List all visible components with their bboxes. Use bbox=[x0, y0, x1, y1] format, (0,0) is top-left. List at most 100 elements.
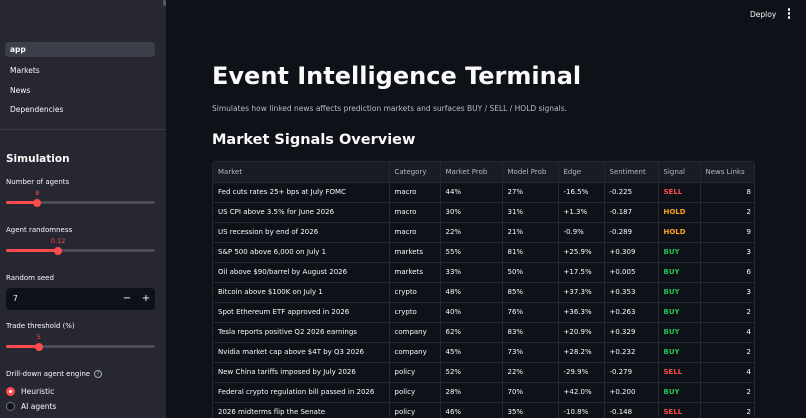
market-cell: Oil above $90/barrel by August 2026 bbox=[213, 262, 390, 283]
sentiment-cell: -0.289 bbox=[604, 222, 659, 243]
edge-cell: -10.8% bbox=[558, 402, 605, 418]
news-links-cell: 2 bbox=[700, 342, 754, 363]
table-row[interactable]: Fed cuts rates 25+ bps at July FOMC macro… bbox=[213, 182, 754, 203]
seed-label: Random seed bbox=[6, 274, 54, 282]
market-prob-cell: 22% bbox=[440, 222, 503, 243]
nav-item-markets[interactable]: Markets bbox=[10, 66, 40, 75]
news-links-cell: 4 bbox=[700, 322, 754, 343]
table-row[interactable]: US CPI above 3.5% for June 2026 macro 30% 3… bbox=[213, 202, 754, 223]
column-header[interactable]: Signal bbox=[658, 162, 701, 183]
model-prob-cell: 31% bbox=[502, 202, 559, 223]
nav-item-app[interactable]: app bbox=[5, 42, 155, 57]
engine-option-label: Heuristic bbox=[21, 387, 55, 396]
randomness-slider-fill bbox=[6, 249, 59, 252]
page-title: Event Intelligence Terminal bbox=[212, 62, 582, 90]
table-row[interactable]: Oil above $90/barrel by August 2026 marke… bbox=[213, 262, 754, 283]
threshold-slider[interactable] bbox=[6, 342, 155, 351]
page-subtitle: Simulates how linked news affects predic… bbox=[212, 104, 568, 113]
market-cell: New China tariffs imposed by July 2026 bbox=[213, 362, 390, 383]
table-row[interactable]: Tesla reports positive Q2 2026 earnings c… bbox=[213, 322, 754, 343]
main-menu-icon[interactable] bbox=[786, 8, 792, 22]
table-row[interactable]: Spot Ethereum ETF approved in 2026 crypto… bbox=[213, 302, 754, 323]
edge-cell: +20.9% bbox=[558, 322, 605, 343]
market-cell: S&P 500 above 6,000 on July 1 bbox=[213, 242, 390, 263]
sidebar-divider bbox=[0, 129, 166, 130]
sentiment-cell: +0.309 bbox=[604, 242, 659, 263]
randomness-slider-thumb[interactable] bbox=[54, 246, 63, 255]
market-prob-cell: 48% bbox=[440, 282, 503, 303]
threshold-value: 5 bbox=[36, 333, 41, 341]
radio-unselected-icon[interactable] bbox=[6, 402, 15, 411]
signal-cell: SELL bbox=[658, 182, 701, 203]
agents-slider-thumb[interactable] bbox=[33, 198, 42, 207]
column-header[interactable]: Market bbox=[213, 162, 390, 183]
table-row[interactable]: New China tariffs imposed by July 2026 po… bbox=[213, 362, 754, 383]
market-prob-cell: 44% bbox=[440, 182, 503, 203]
seed-increment-button[interactable]: + bbox=[141, 293, 151, 304]
help-icon[interactable]: ? bbox=[94, 370, 103, 378]
column-header[interactable]: Edge bbox=[558, 162, 605, 183]
table-row[interactable]: Nvidia market cap above $4T by Q3 2026 co… bbox=[213, 342, 754, 363]
threshold-slider-fill bbox=[6, 345, 39, 348]
sentiment-cell: -0.225 bbox=[604, 182, 659, 203]
table-row[interactable]: Bitcoin above $100K on July 1 crypto 48% 85… bbox=[213, 282, 754, 303]
nav-item-dependencies[interactable]: Dependencies bbox=[10, 105, 64, 114]
category-cell: macro bbox=[389, 222, 441, 243]
edge-cell: -0.9% bbox=[558, 222, 605, 243]
agents-label: Number of agents bbox=[6, 178, 70, 186]
model-prob-cell: 21% bbox=[502, 222, 559, 243]
model-prob-cell: 85% bbox=[502, 282, 559, 303]
news-links-cell: 3 bbox=[700, 282, 754, 303]
model-prob-cell: 27% bbox=[502, 182, 559, 203]
nav-item-news[interactable]: News bbox=[10, 85, 31, 95]
engine-option-heuristic[interactable]: Heuristic bbox=[6, 387, 54, 396]
agents-slider[interactable] bbox=[6, 198, 155, 207]
market-prob-cell: 62% bbox=[440, 322, 503, 343]
news-links-cell: 4 bbox=[700, 362, 754, 383]
table-row[interactable]: Federal crypto regulation bill passed in… bbox=[213, 382, 754, 403]
market-cell: Tesla reports positive Q2 2026 earnings bbox=[213, 322, 390, 343]
signal-cell: BUY bbox=[658, 382, 701, 403]
engine-option-ai-agents[interactable]: AI agents bbox=[6, 402, 56, 411]
column-header[interactable]: News Links bbox=[700, 162, 754, 183]
seed-value[interactable]: 7 bbox=[13, 294, 18, 303]
threshold-slider-thumb[interactable] bbox=[34, 342, 43, 351]
deploy-button[interactable]: Deploy bbox=[750, 10, 777, 19]
seed-input[interactable]: 7 − + bbox=[6, 288, 155, 310]
signal-cell: HOLD bbox=[658, 202, 701, 223]
table-row[interactable]: 2026 midterms flip the Senate policy 46% 35… bbox=[213, 402, 754, 418]
edge-cell: -16.5% bbox=[558, 182, 605, 203]
sidebar-scrollbar[interactable] bbox=[163, 0, 166, 6]
sentiment-cell: +0.005 bbox=[604, 262, 659, 283]
market-cell: Nvidia market cap above $4T by Q3 2026 bbox=[213, 342, 390, 363]
threshold-label: Trade threshold (%) bbox=[6, 322, 75, 330]
signal-cell: BUY bbox=[658, 302, 701, 323]
table-row[interactable]: S&P 500 above 6,000 on July 1 markets 55% 8… bbox=[213, 242, 754, 263]
category-cell: policy bbox=[389, 402, 441, 418]
market-prob-cell: 28% bbox=[440, 382, 503, 403]
category-cell: policy bbox=[389, 362, 441, 383]
news-links-cell: 2 bbox=[700, 202, 754, 223]
randomness-slider[interactable] bbox=[6, 246, 155, 255]
sentiment-cell: -0.148 bbox=[604, 402, 659, 418]
edge-cell: +17.5% bbox=[558, 262, 605, 283]
model-prob-cell: 83% bbox=[502, 322, 559, 343]
seed-decrement-button[interactable]: − bbox=[122, 293, 132, 304]
market-prob-cell: 45% bbox=[440, 342, 503, 363]
column-header[interactable]: Category bbox=[389, 162, 441, 183]
column-header[interactable]: Sentiment bbox=[604, 162, 659, 183]
sentiment-cell: +0.200 bbox=[604, 382, 659, 403]
category-cell: company bbox=[389, 322, 441, 343]
model-prob-cell: 70% bbox=[502, 382, 559, 403]
market-signals-table[interactable]: Market Category Market Prob Model Prob Edge S… bbox=[212, 161, 755, 418]
edge-cell: +42.0% bbox=[558, 382, 605, 403]
category-cell: company bbox=[389, 342, 441, 363]
market-prob-cell: 55% bbox=[440, 242, 503, 263]
column-header[interactable]: Model Prob bbox=[502, 162, 559, 183]
column-header[interactable]: Market Prob bbox=[440, 162, 503, 183]
market-prob-cell: 52% bbox=[440, 362, 503, 383]
radio-selected-icon[interactable] bbox=[6, 387, 15, 396]
signal-cell: SELL bbox=[658, 362, 701, 383]
table-row[interactable]: US recession by end of 2026 macro 22% 21% -0… bbox=[213, 222, 754, 243]
market-prob-cell: 30% bbox=[440, 202, 503, 223]
